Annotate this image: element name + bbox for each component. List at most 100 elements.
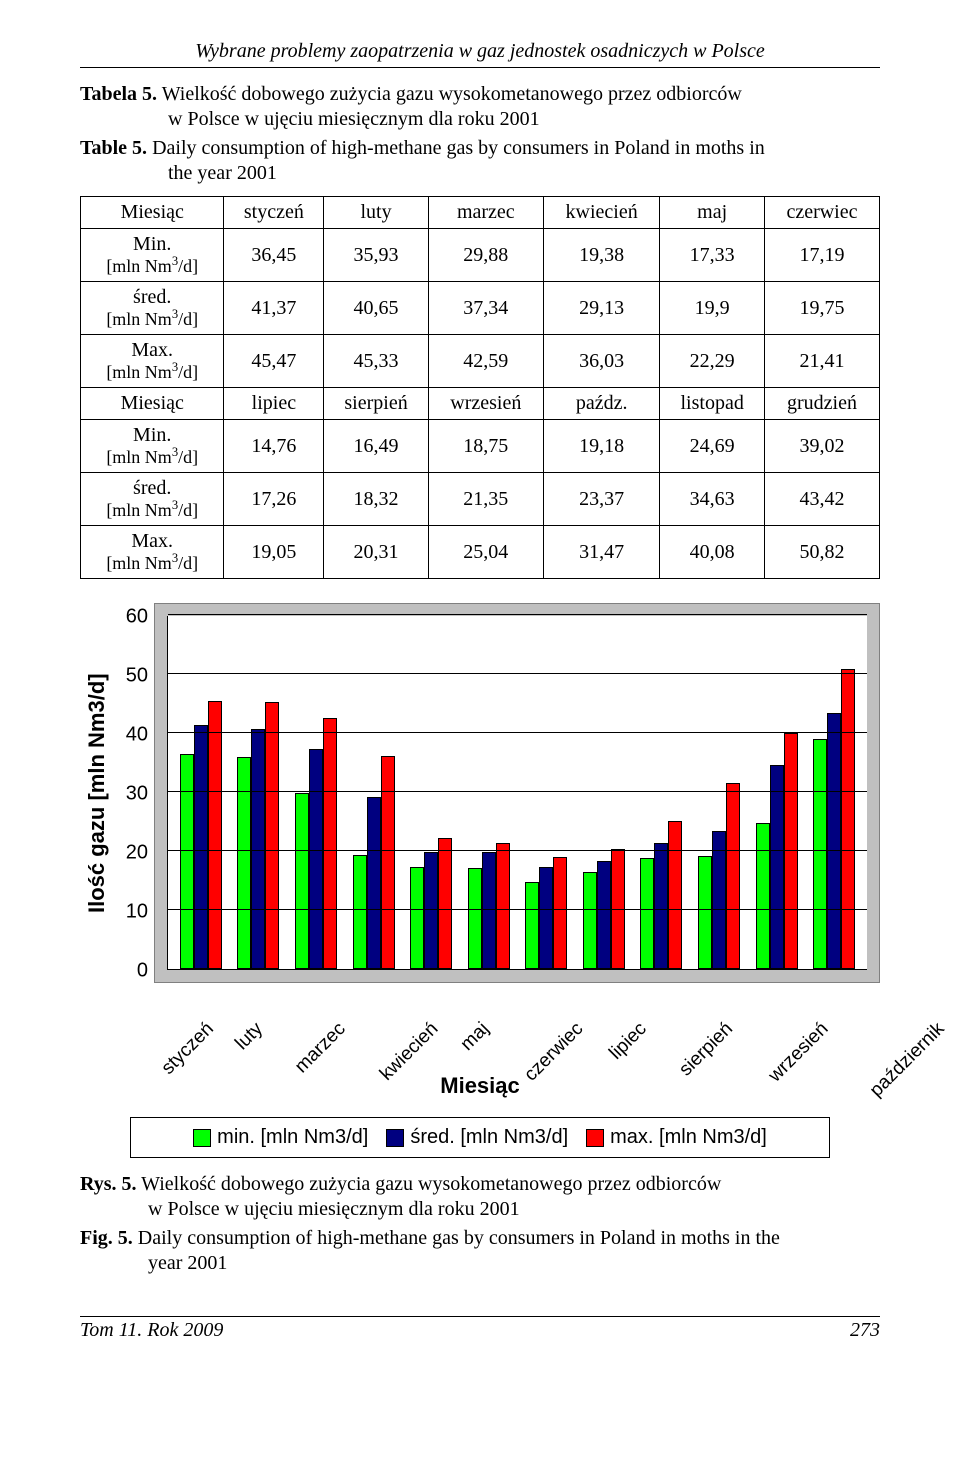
table-cell: 17,33 (660, 229, 764, 282)
col-header: lipiec (224, 388, 324, 420)
bar (237, 757, 251, 969)
chart: Ilość gazu [mln Nm3/d] 0102030405060 sty… (80, 603, 880, 1099)
table-label-en: Table 5. (80, 137, 147, 159)
table-cell: 18,75 (428, 420, 543, 473)
bar (583, 872, 597, 969)
table-cell: 42,59 (428, 335, 543, 388)
col-header-month: Miesiąc (81, 388, 224, 420)
y-tick-label: 20 (126, 842, 148, 865)
bar (553, 857, 567, 969)
table-cell: 17,19 (764, 229, 879, 282)
col-header: kwiecień (543, 197, 660, 229)
bar (309, 749, 323, 969)
x-tick-label: październik (865, 1004, 960, 1157)
y-axis-label: Ilość gazu [mln Nm3/d] (80, 603, 114, 983)
legend-item: śred. [mln Nm3/d] (386, 1126, 568, 1149)
footer-right: 273 (850, 1319, 880, 1342)
row-header: Max.[mln Nm3/d] (81, 526, 224, 579)
col-header: paźdz. (543, 388, 660, 420)
legend-swatch (193, 1129, 211, 1147)
table-cell: 34,63 (660, 473, 764, 526)
fig-text-en-1: Daily consumption of high-methane gas by… (138, 1227, 780, 1249)
figure-caption-en: Fig. 5. Daily consumption of high-methan… (80, 1226, 880, 1276)
fig-text-pl-2: w Polsce w ujęciu miesięcznym dla roku 2… (80, 1197, 880, 1222)
table-cell: 29,88 (428, 229, 543, 282)
col-header: listopad (660, 388, 764, 420)
col-header: marzec (428, 197, 543, 229)
grid-line (168, 614, 867, 615)
table-cell: 19,05 (224, 526, 324, 579)
bar (295, 793, 309, 969)
col-header: wrzesień (428, 388, 543, 420)
col-header: sierpień (324, 388, 428, 420)
bar-group (460, 616, 518, 969)
table-cell: 18,32 (324, 473, 428, 526)
plot-area (167, 616, 867, 970)
bar (841, 669, 855, 969)
table-cell: 40,65 (324, 282, 428, 335)
col-header: maj (660, 197, 764, 229)
table-cell: 21,41 (764, 335, 879, 388)
row-header: Min.[mln Nm3/d] (81, 229, 224, 282)
table-cell: 31,47 (543, 526, 660, 579)
table-cell: 45,33 (324, 335, 428, 388)
table-cell: 45,47 (224, 335, 324, 388)
x-ticks: styczeńlutymarzeckwiecieńmajczerwieclipi… (154, 983, 880, 1083)
bar (208, 701, 222, 969)
y-tick-label: 0 (137, 960, 148, 983)
row-header: Min.[mln Nm3/d] (81, 420, 224, 473)
bar (726, 783, 740, 969)
table-cell: 16,49 (324, 420, 428, 473)
bar-group (575, 616, 633, 969)
bar (265, 702, 279, 969)
table-cell: 14,76 (224, 420, 324, 473)
col-header-month: Miesiąc (81, 197, 224, 229)
table-text-pl-2: w Polsce w ujęciu miesięcznym dla roku 2… (80, 107, 880, 132)
table-cell: 24,69 (660, 420, 764, 473)
bar (756, 823, 770, 969)
footer-left: Tom 11. Rok 2009 (80, 1319, 223, 1342)
bar (712, 831, 726, 969)
row-header: śred.[mln Nm3/d] (81, 473, 224, 526)
bar-group (805, 616, 863, 969)
table-cell: 41,37 (224, 282, 324, 335)
y-tick-label: 30 (126, 783, 148, 806)
bar-group (633, 616, 691, 969)
legend-label: śred. [mln Nm3/d] (410, 1126, 568, 1149)
bar (482, 852, 496, 969)
bar (654, 843, 668, 969)
legend-item: min. [mln Nm3/d] (193, 1126, 368, 1149)
plot-panel (154, 603, 880, 983)
row-header: śred.[mln Nm3/d] (81, 282, 224, 335)
table-cell: 50,82 (764, 526, 879, 579)
bar (424, 852, 438, 969)
table-cell: 37,34 (428, 282, 543, 335)
bar-group (690, 616, 748, 969)
bar (410, 867, 424, 969)
table-cell: 21,35 (428, 473, 543, 526)
bar-group (517, 616, 575, 969)
grid-line (168, 791, 867, 792)
bar (468, 868, 482, 969)
bar (353, 855, 367, 969)
bar-group (402, 616, 460, 969)
bar-group (748, 616, 806, 969)
grid-line (168, 673, 867, 674)
bar-group (230, 616, 288, 969)
bar (323, 718, 337, 969)
bar (438, 838, 452, 970)
page-footer: Tom 11. Rok 2009 273 (80, 1316, 880, 1342)
y-tick-label: 50 (126, 665, 148, 688)
bar (698, 856, 712, 969)
running-title: Wybrane problemy zaopatrzenia w gaz jedn… (80, 40, 880, 68)
table-cell: 19,18 (543, 420, 660, 473)
y-tick-label: 10 (126, 901, 148, 924)
table-cell: 29,13 (543, 282, 660, 335)
bar (525, 882, 539, 969)
bar-group (287, 616, 345, 969)
table-cell: 23,37 (543, 473, 660, 526)
legend-label: min. [mln Nm3/d] (217, 1126, 368, 1149)
y-tick-label: 40 (126, 724, 148, 747)
bar (827, 713, 841, 969)
bar (381, 756, 395, 969)
